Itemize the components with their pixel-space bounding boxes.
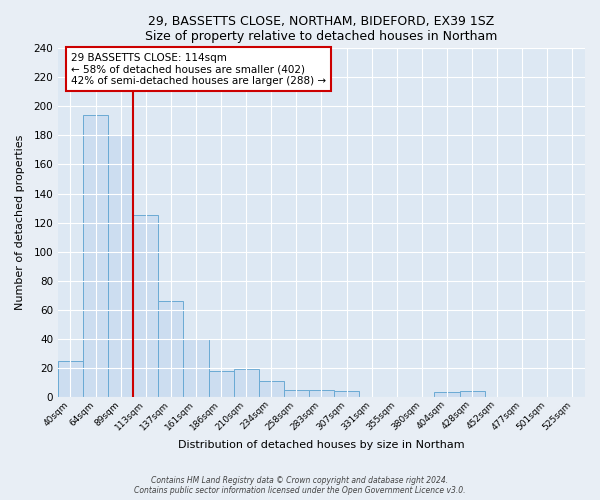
Bar [184,338,209,397]
Bar [233,369,259,397]
Title: 29, BASSETTS CLOSE, NORTHAM, BIDEFORD, EX39 1SZ
Size of property relative to det: 29, BASSETTS CLOSE, NORTHAM, BIDEFORD, E… [145,15,497,43]
Bar [460,391,485,397]
Bar [309,390,334,397]
Text: Contains HM Land Registry data © Crown copyright and database right 2024.
Contai: Contains HM Land Registry data © Crown c… [134,476,466,495]
Bar [158,301,184,397]
Bar [58,360,83,397]
X-axis label: Distribution of detached houses by size in Northam: Distribution of detached houses by size … [178,440,465,450]
Bar [259,381,284,397]
Bar [334,391,359,397]
Bar [83,115,108,397]
Y-axis label: Number of detached properties: Number of detached properties [15,135,25,310]
Bar [108,136,133,397]
Bar [209,370,233,397]
Bar [284,390,309,397]
Text: 29 BASSETTS CLOSE: 114sqm
← 58% of detached houses are smaller (402)
42% of semi: 29 BASSETTS CLOSE: 114sqm ← 58% of detac… [71,52,326,86]
Bar [133,216,158,397]
Bar [434,392,460,397]
